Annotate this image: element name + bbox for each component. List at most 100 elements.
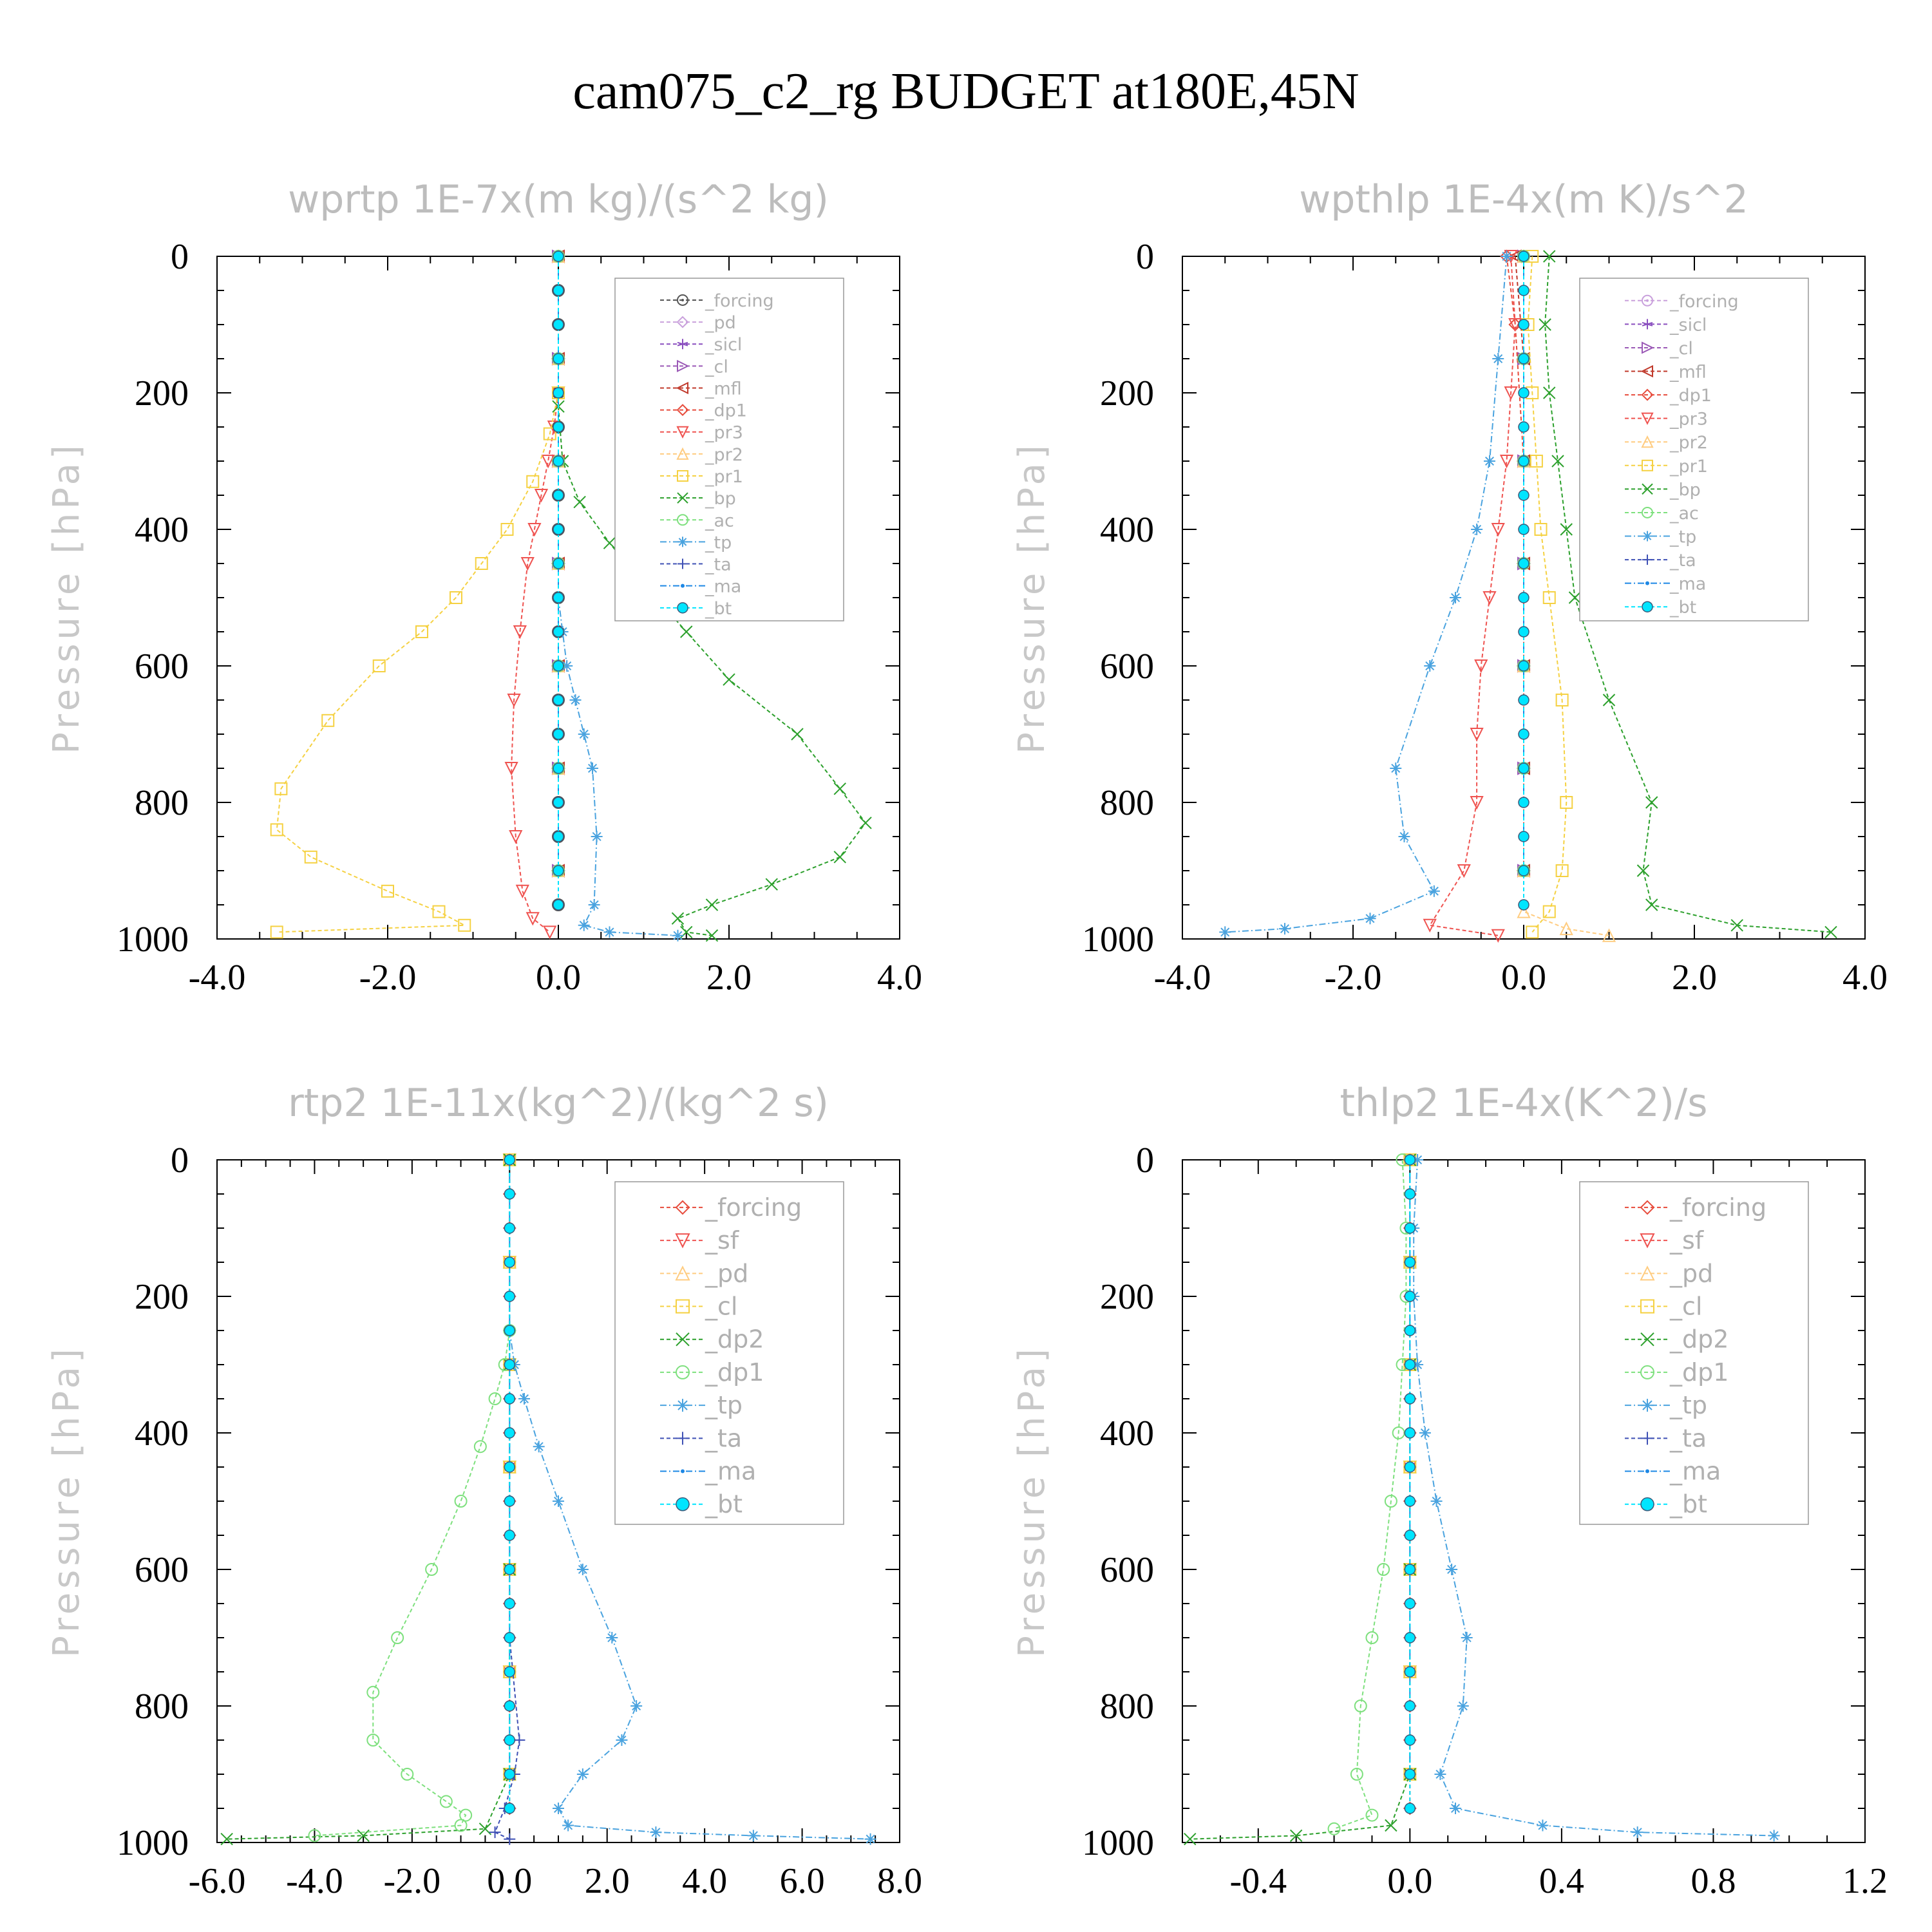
legend-label: _ma — [1669, 1457, 1721, 1486]
series-dp2 — [1184, 1153, 1417, 1846]
legend-item: _cl — [660, 1293, 737, 1321]
data-point — [1539, 318, 1551, 331]
data-point — [366, 1685, 380, 1699]
data-point — [562, 1819, 574, 1832]
data-point — [576, 1564, 589, 1575]
legend-label: _bp — [1669, 480, 1701, 500]
data-point — [543, 427, 556, 440]
data-point — [459, 1808, 473, 1822]
legend-item: _ac — [660, 511, 734, 531]
y-axis-label: Pressure [hPa] — [1011, 1345, 1053, 1658]
legend-label: _pd — [705, 1259, 748, 1287]
data-point — [488, 1392, 502, 1405]
data-point — [553, 558, 564, 569]
x-tick-label: -4.0 — [189, 958, 246, 998]
series-line — [1428, 256, 1516, 936]
y-tick-label: 1000 — [117, 1823, 189, 1863]
data-point — [518, 1393, 530, 1405]
data-point — [270, 925, 283, 939]
data-point — [1518, 899, 1530, 911]
data-point — [1518, 455, 1530, 467]
data-point — [603, 536, 616, 549]
series-line — [276, 392, 559, 933]
legend-item: _sicl — [1625, 315, 1707, 335]
data-point — [1555, 864, 1569, 877]
legend-label: _dp1 — [705, 1358, 764, 1387]
data-point — [705, 929, 719, 942]
budget-panel: rtp2 1E-11x(kg^2)/(kg^2 s) Pressure [hPa]… — [46, 1081, 922, 1901]
legend-label: _sicl — [705, 335, 742, 355]
legend-item: _ta — [1625, 551, 1696, 571]
y-axis-label: Pressure [hPa] — [46, 441, 88, 754]
legend-item: _sf — [660, 1226, 740, 1255]
data-point — [553, 1495, 564, 1507]
data-point — [1543, 250, 1556, 263]
data-point — [553, 592, 564, 603]
data-point — [553, 421, 564, 433]
data-point — [543, 925, 557, 940]
y-tick-label: 200 — [135, 1277, 189, 1317]
x-tick-label: 0.8 — [1690, 1861, 1736, 1901]
series-bt — [1404, 1154, 1416, 1814]
data-point — [1530, 455, 1543, 468]
data-point — [1412, 1154, 1424, 1166]
data-point — [573, 495, 586, 509]
data-point — [1457, 1700, 1469, 1712]
data-point — [1404, 1734, 1416, 1746]
legend-item: _mfl — [1625, 363, 1707, 383]
data-point — [541, 455, 555, 469]
data-point — [765, 878, 778, 891]
data-point — [1730, 919, 1743, 932]
data-point — [504, 1188, 516, 1200]
x-tick-label: 6.0 — [780, 1861, 825, 1901]
data-point — [723, 673, 735, 686]
data-point — [1219, 926, 1231, 938]
legend-label: _forcing — [1669, 292, 1739, 312]
data-point — [1279, 923, 1291, 935]
data-point — [1518, 387, 1530, 399]
legend-item: _bt — [1625, 1490, 1707, 1519]
data-point — [1526, 925, 1539, 939]
data-point — [603, 926, 616, 938]
data-point — [1434, 1768, 1446, 1780]
data-point — [1504, 386, 1518, 401]
data-point — [458, 918, 471, 932]
data-point — [1404, 1256, 1416, 1268]
legend-label: _pr3 — [1669, 410, 1708, 430]
legend-label: _dp1 — [1669, 1358, 1728, 1387]
data-point — [650, 1826, 662, 1839]
data-point — [504, 1530, 516, 1541]
data-point — [671, 912, 685, 925]
data-point — [1404, 1325, 1416, 1336]
data-point — [513, 1734, 526, 1746]
legend-item: _dp2 — [1625, 1325, 1728, 1354]
data-point — [526, 475, 540, 488]
legend-item: _mfl — [660, 379, 742, 399]
data-point — [553, 660, 564, 672]
data-point — [1537, 1819, 1549, 1832]
y-tick-label: 200 — [1100, 1277, 1154, 1317]
data-point — [1428, 885, 1440, 897]
data-point — [1390, 762, 1402, 774]
data-point — [1424, 660, 1436, 672]
legend-label: _cl — [705, 1293, 737, 1321]
data-point — [504, 1666, 516, 1678]
data-point — [1470, 796, 1484, 810]
y-tick-label: 0 — [1136, 1141, 1154, 1180]
legend-item: _sicl — [660, 335, 742, 355]
data-point — [1636, 864, 1650, 877]
data-point — [1327, 1822, 1341, 1835]
data-point — [1385, 1819, 1397, 1832]
data-point — [1470, 728, 1484, 742]
data-point — [553, 524, 564, 535]
legend-item: _pd — [1625, 1259, 1713, 1287]
data-point — [504, 1427, 516, 1439]
data-point — [304, 850, 317, 864]
data-point — [680, 625, 693, 638]
data-point — [1461, 1632, 1473, 1643]
data-point — [1518, 797, 1530, 808]
data-point — [1517, 904, 1531, 918]
data-point — [504, 1700, 516, 1712]
data-point — [578, 919, 590, 931]
